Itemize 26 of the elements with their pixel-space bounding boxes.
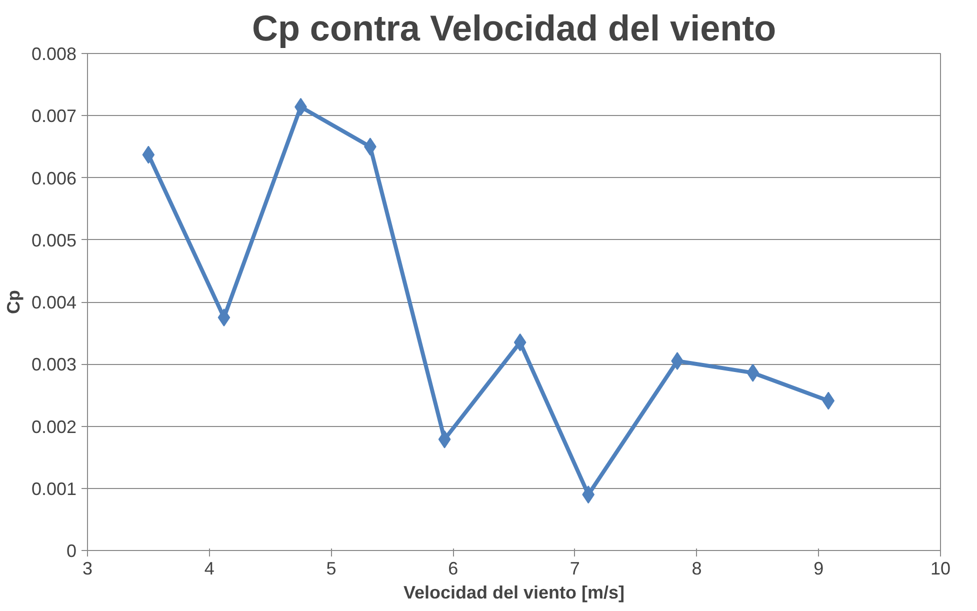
x-tick-label: 4 bbox=[204, 558, 214, 578]
point bbox=[218, 308, 230, 327]
y-tick-label: 0.005 bbox=[31, 230, 77, 250]
x-tick-label: 10 bbox=[930, 558, 951, 578]
y-tick-label: 0.007 bbox=[31, 106, 77, 126]
y-tick-label: 0 bbox=[66, 541, 77, 561]
x-tick-label: 3 bbox=[82, 558, 93, 578]
y-tick-label: 0.003 bbox=[31, 354, 77, 375]
x-tick-label: 6 bbox=[448, 558, 458, 578]
y-tick-label: 0.004 bbox=[31, 292, 77, 312]
y-tick-label: 0.002 bbox=[31, 416, 77, 437]
point bbox=[822, 392, 835, 410]
x-tick-label: 9 bbox=[814, 558, 824, 578]
y-axis-title: Cp bbox=[3, 290, 24, 314]
x-tick-label: 8 bbox=[692, 558, 702, 578]
y-tick-label: 0.001 bbox=[31, 478, 77, 499]
point bbox=[514, 333, 526, 352]
y-tick-label: 0.006 bbox=[31, 168, 77, 188]
point bbox=[438, 430, 451, 448]
x-axis-title: Velocidad del viento [m/s] bbox=[403, 582, 625, 602]
y-tick-label: 0.008 bbox=[31, 44, 77, 64]
x-tick-label: 5 bbox=[326, 558, 336, 578]
x-tick-label: 7 bbox=[570, 558, 580, 578]
chart-title: Cp contra Velocidad del viento bbox=[252, 8, 776, 48]
point bbox=[746, 364, 760, 382]
point bbox=[142, 146, 155, 164]
